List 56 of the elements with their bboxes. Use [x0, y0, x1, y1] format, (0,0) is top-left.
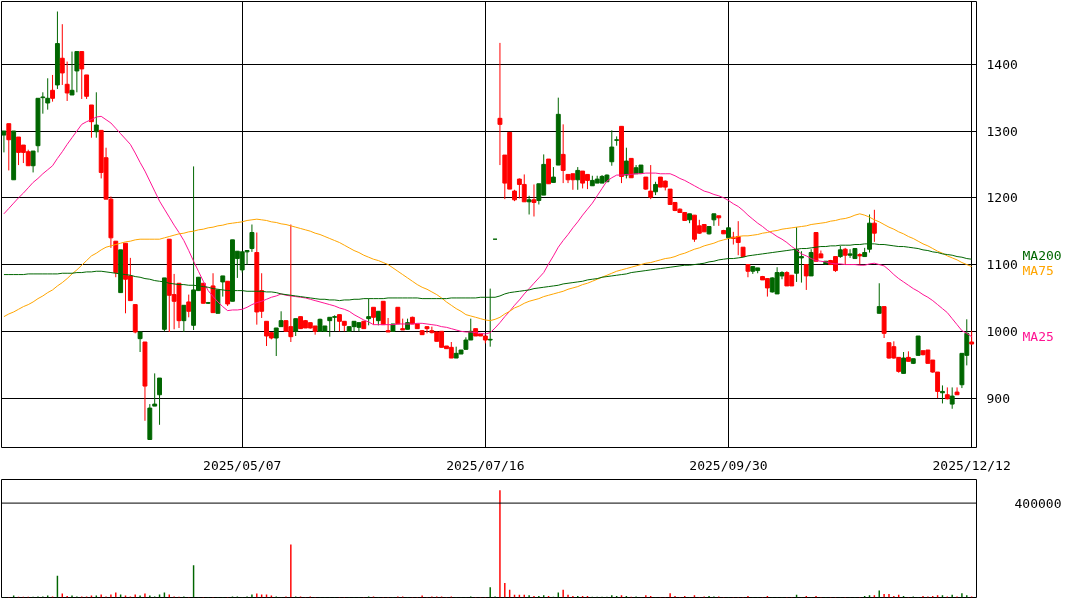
candlestick — [69, 51, 75, 96]
candlestick — [50, 74, 55, 103]
candlestick — [225, 280, 231, 307]
text: MA75 — [1022, 262, 1054, 278]
y-tick-label: 1200 — [986, 190, 1018, 206]
x-tick-label: 2025/07/16 — [446, 457, 525, 473]
y-tick-label: 1300 — [986, 123, 1018, 139]
candlestick — [648, 164, 654, 200]
candlestick — [628, 157, 634, 179]
candlestick — [152, 372, 158, 407]
candlestick — [774, 266, 780, 295]
candlestick — [575, 166, 581, 191]
candlestick — [186, 294, 192, 318]
candlestick — [45, 77, 51, 111]
candlestick — [273, 327, 279, 357]
candlestick — [915, 335, 921, 356]
candlestick — [803, 264, 809, 291]
candlestick — [79, 51, 85, 100]
candlestick — [876, 282, 882, 314]
candlestick — [954, 386, 960, 396]
y-tick-label: 900 — [986, 390, 1010, 406]
candlestick — [521, 173, 527, 203]
text: MA25 — [1022, 329, 1054, 345]
candlestick — [157, 377, 162, 426]
y-tick-label: 1000 — [986, 323, 1018, 339]
candlestick — [6, 123, 12, 171]
candlestick — [424, 326, 430, 334]
candlestick — [30, 150, 36, 173]
x-tick-label: 2025/12/12 — [932, 457, 1011, 473]
candlestick — [327, 316, 333, 338]
candlestick — [711, 213, 717, 227]
candlestick — [93, 91, 99, 139]
x-tick-label: 2025/05/07 — [203, 457, 282, 473]
candlestick — [531, 183, 537, 217]
candlestick — [220, 275, 226, 298]
line-series — [3, 213, 973, 322]
candlestick — [84, 74, 90, 100]
candlestick — [901, 351, 906, 374]
candlestick — [940, 384, 945, 404]
y-tick-label: 1100 — [986, 257, 1018, 273]
candlestick — [764, 278, 770, 298]
candlestick — [560, 123, 566, 184]
candlestick — [871, 209, 877, 243]
y-tick-label: 1400 — [986, 56, 1018, 72]
candlestick — [89, 104, 94, 139]
candlestick — [609, 129, 615, 167]
candlestick — [137, 331, 143, 353]
candlestick — [808, 248, 814, 277]
candlestick — [623, 147, 629, 179]
candlestick — [64, 61, 70, 102]
candlestick — [949, 386, 955, 410]
candlestick — [798, 250, 804, 284]
x-tick-label: 2025/09/30 — [689, 457, 768, 473]
candlestick — [1, 130, 7, 153]
text: MA200 — [1022, 247, 1062, 263]
candlestick — [181, 304, 187, 333]
